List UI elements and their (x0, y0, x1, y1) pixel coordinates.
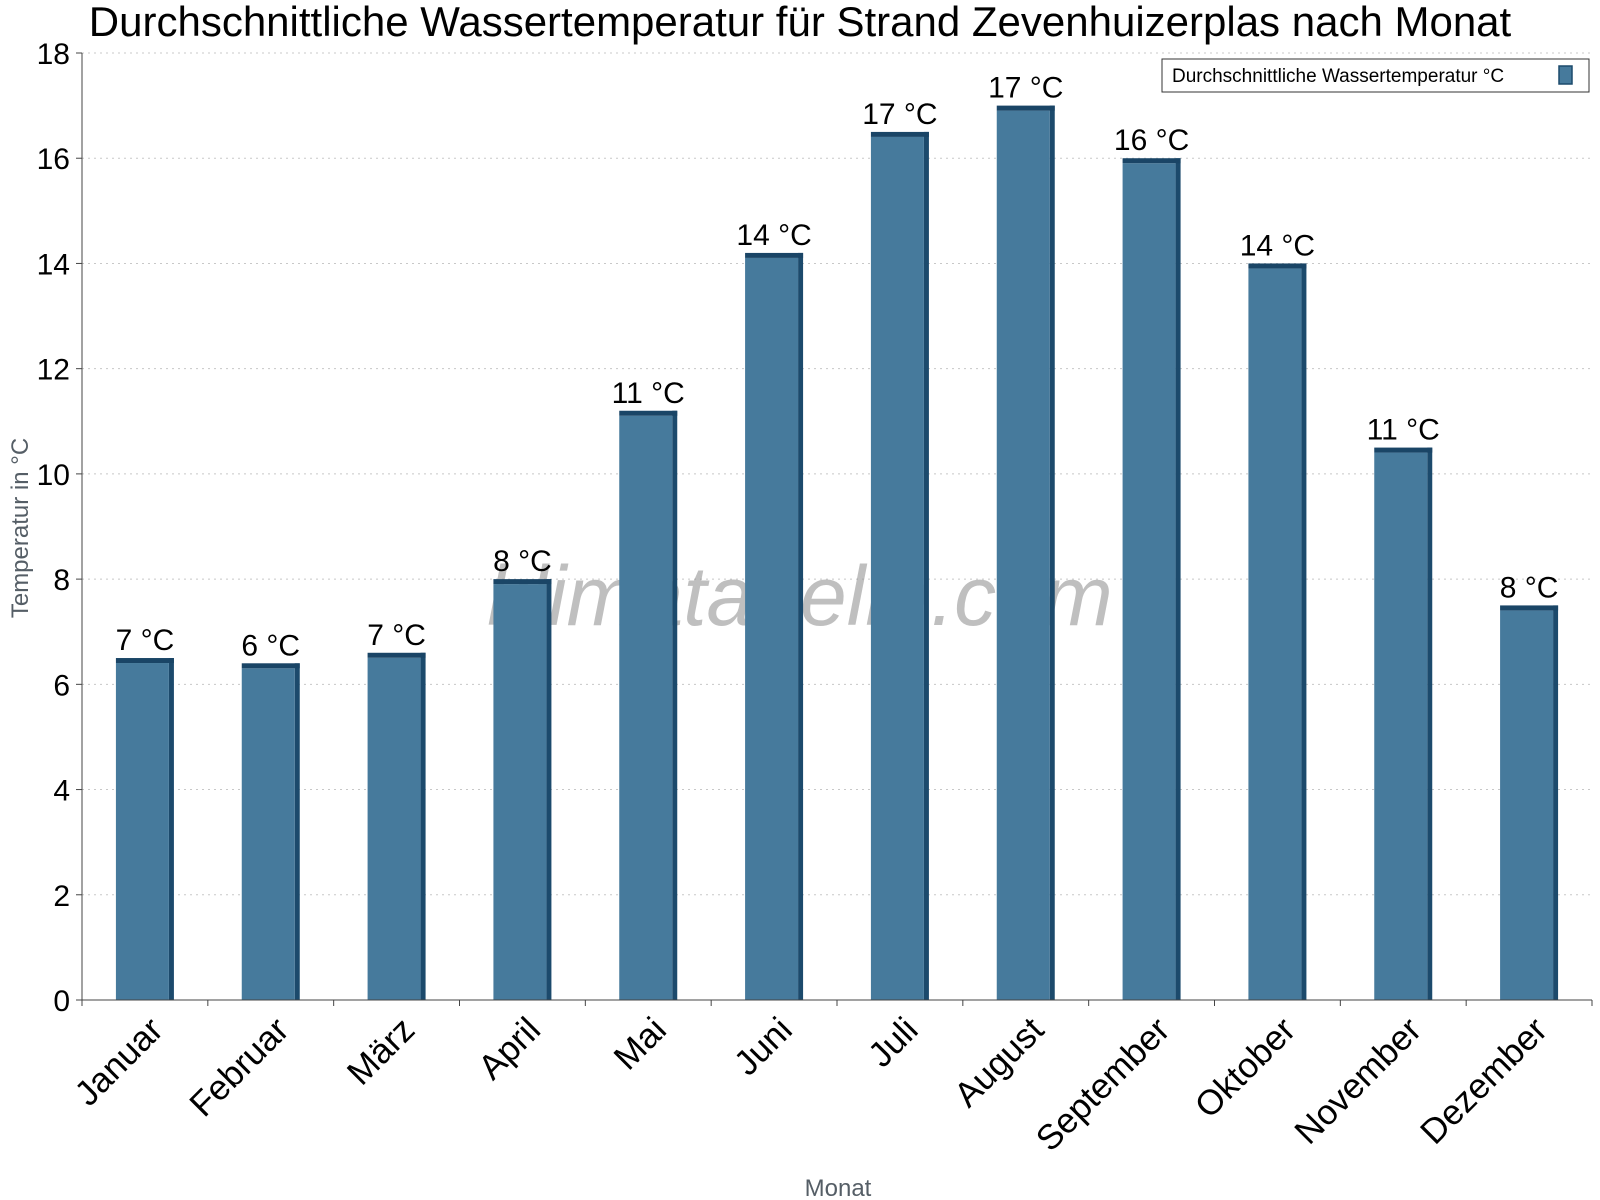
y-tick-label: 0 (53, 985, 70, 1018)
bar-front (367, 657, 421, 1000)
y-tick-label: 4 (53, 775, 70, 808)
bar-dezember (1500, 605, 1559, 1000)
x-tick-label: April (471, 1010, 548, 1087)
bar-front (996, 110, 1050, 1001)
x-tick-label: Januar (67, 1010, 170, 1113)
bar-top (493, 579, 552, 585)
bar-side (1427, 447, 1433, 1000)
bar-februar (241, 663, 300, 1000)
data-label: 7 °C (116, 624, 175, 657)
bar-top (367, 652, 426, 658)
data-label: 14 °C (736, 219, 811, 252)
legend-swatch (1558, 65, 1573, 85)
bar-front (1374, 452, 1428, 1000)
bar-september (1122, 158, 1181, 1000)
legend: Durchschnittliche Wassertemperatur °C (1161, 58, 1590, 93)
y-tick-label: 12 (37, 354, 70, 387)
bar-side (1301, 263, 1307, 1000)
x-tick-label: Juli (861, 1010, 926, 1075)
y-tick-label: 2 (53, 880, 70, 913)
x-tick-label: Dezember (1413, 1010, 1555, 1152)
bar-top (996, 105, 1055, 111)
bar-front (241, 668, 295, 1000)
bar-mai (619, 410, 678, 1000)
data-label: 14 °C (1240, 229, 1315, 262)
x-tick-label: Mai (606, 1010, 673, 1077)
y-axis-label: Temperatur in °C (7, 438, 34, 618)
bar-top (619, 410, 678, 416)
bar-front (493, 584, 547, 1000)
data-label: 11 °C (612, 377, 685, 410)
bar-juli (870, 131, 929, 1000)
data-label: 7 °C (367, 619, 426, 652)
bar-front (619, 415, 673, 1000)
y-tick-label: 18 (37, 38, 70, 71)
legend-label: Durchschnittliche Wassertemperatur °C (1172, 66, 1504, 87)
data-label: 6 °C (241, 629, 300, 662)
bar-top (1500, 605, 1559, 611)
bar-november (1374, 447, 1433, 1000)
data-label: 17 °C (862, 98, 937, 131)
y-tick-label: 16 (37, 143, 70, 176)
x-tick-label: Oktober (1187, 1010, 1303, 1126)
bar-front (1122, 163, 1176, 1000)
bar-side (168, 658, 174, 1000)
bar-side (1049, 105, 1055, 1001)
bar-märz (367, 652, 426, 1000)
bar-front (745, 257, 799, 1000)
chart-title: Durchschnittliche Wassertemperatur für S… (89, 0, 1512, 45)
bar-front (1248, 268, 1302, 1000)
y-tick-label: 10 (37, 459, 70, 492)
gridlines (82, 52, 1592, 896)
data-label: 17 °C (988, 72, 1063, 105)
bar-side (798, 252, 804, 1000)
x-tick-label: Februar (182, 1010, 296, 1124)
x-axis-label: Monat (805, 1175, 872, 1200)
bar-top (1248, 263, 1307, 269)
bar-side (546, 579, 552, 1000)
bar-august (996, 105, 1055, 1001)
x-tick-label: Juni (727, 1010, 800, 1083)
x-tick-label: März (340, 1010, 423, 1093)
bar-side (420, 652, 426, 1000)
data-label: 8 °C (1500, 571, 1559, 604)
bars (115, 105, 1559, 1001)
x-tick-label: August (947, 1010, 1052, 1115)
bar-side (672, 410, 678, 1000)
data-label: 16 °C (1114, 124, 1189, 157)
bar-top (870, 131, 929, 137)
bar-april (493, 579, 552, 1000)
legend-box (1161, 58, 1590, 93)
x-tick-label: September (1029, 1010, 1178, 1159)
bar-top (1374, 447, 1433, 453)
bar-top (115, 658, 174, 664)
bar-side (1175, 158, 1181, 1000)
data-label: 8 °C (493, 545, 552, 578)
bar-top (745, 252, 804, 258)
bar-side (1553, 605, 1559, 1000)
y-tick-label: 6 (53, 669, 70, 702)
x-tick-label: November (1287, 1010, 1429, 1152)
bar-front (115, 663, 169, 1000)
bar-oktober (1248, 263, 1307, 1000)
data-labels: 7 °C 6 °C 7 °C 8 °C 11 °C 14 °C 17 °C 17 °C 16 °… (116, 72, 1559, 663)
bar-front (1500, 610, 1554, 1000)
y-tick-label: 8 (53, 564, 70, 597)
bar-juni (745, 252, 804, 1000)
bar-januar (115, 658, 174, 1000)
bar-top (241, 663, 300, 669)
bar-side (294, 663, 300, 1000)
bar-top (1122, 158, 1181, 164)
y-tick-label: 14 (37, 248, 70, 281)
bar-side (923, 131, 929, 1000)
bar-front (870, 136, 924, 1000)
data-label: 11 °C (1367, 414, 1440, 447)
